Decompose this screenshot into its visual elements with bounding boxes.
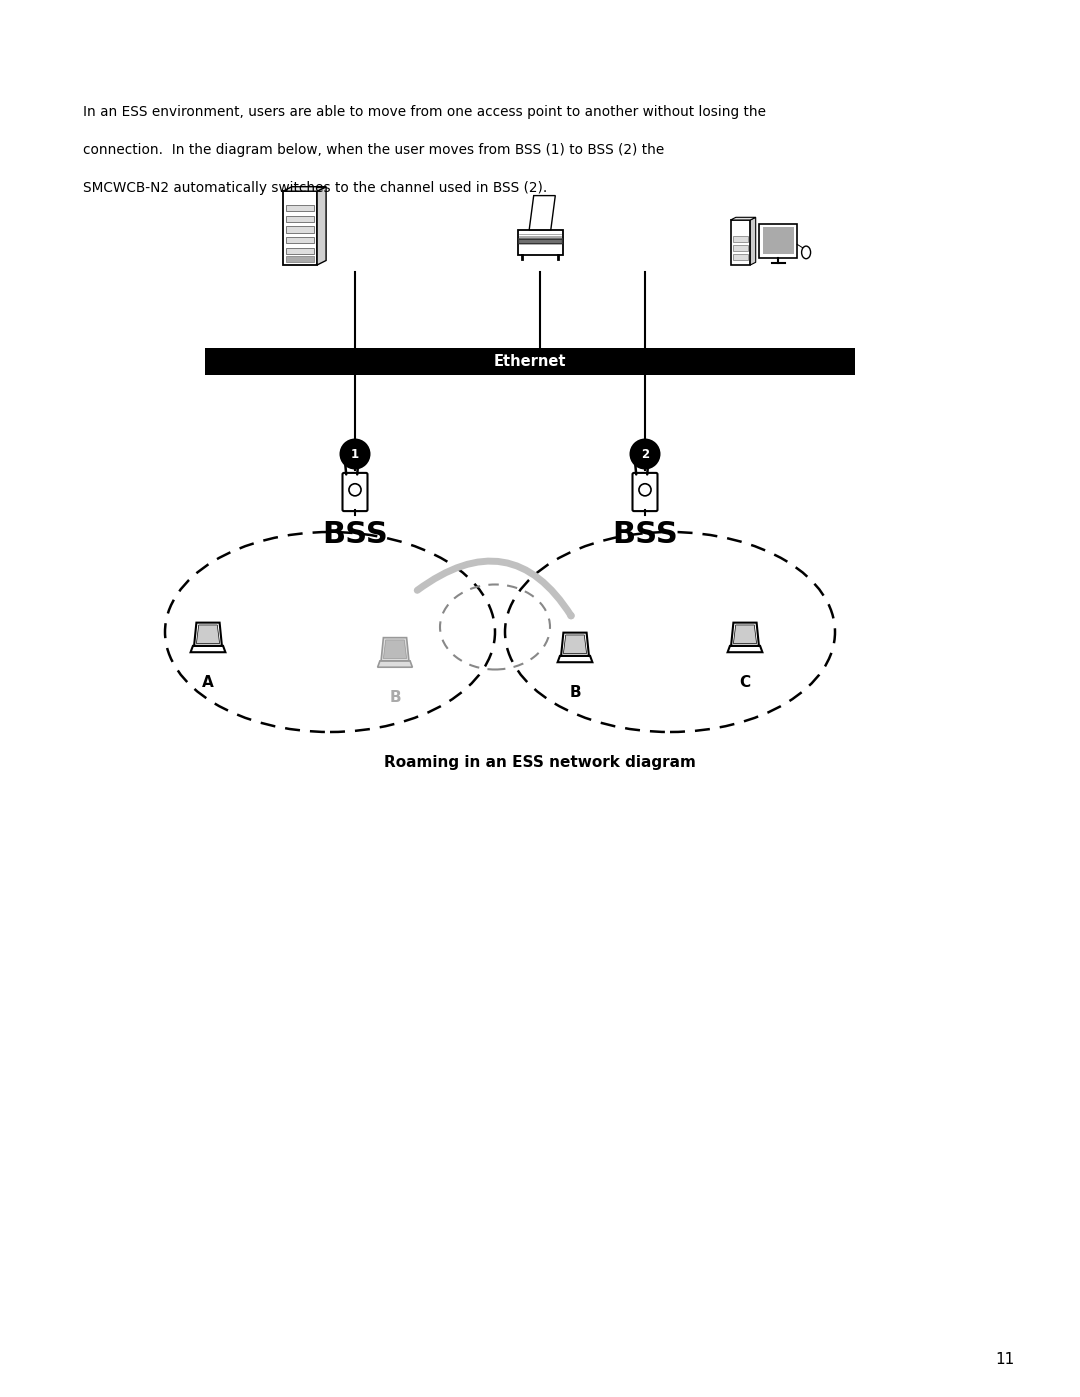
Polygon shape <box>197 624 219 644</box>
Bar <box>285 256 314 263</box>
Text: In an ESS environment, users are able to move from one access point to another w: In an ESS environment, users are able to… <box>83 105 766 119</box>
Polygon shape <box>731 623 759 645</box>
Text: 11: 11 <box>996 1351 1014 1366</box>
Text: A: A <box>202 675 214 690</box>
Text: B: B <box>569 685 581 700</box>
Bar <box>733 254 747 260</box>
FancyBboxPatch shape <box>283 191 318 265</box>
Text: SMCWCB-N2 automatically switches to the channel used in BSS (2).: SMCWCB-N2 automatically switches to the … <box>83 182 548 196</box>
FancyBboxPatch shape <box>759 224 797 258</box>
FancyBboxPatch shape <box>633 474 658 511</box>
Text: Ethernet: Ethernet <box>494 353 566 369</box>
Polygon shape <box>378 661 413 668</box>
Bar <box>285 205 314 211</box>
Text: 1: 1 <box>351 447 359 461</box>
Text: BSS: BSS <box>322 520 388 549</box>
Polygon shape <box>283 187 326 191</box>
Circle shape <box>630 439 661 469</box>
Bar <box>285 226 314 232</box>
FancyBboxPatch shape <box>342 474 367 511</box>
Polygon shape <box>728 645 762 652</box>
Circle shape <box>639 483 651 496</box>
Bar <box>762 228 794 254</box>
FancyBboxPatch shape <box>517 229 563 256</box>
Polygon shape <box>564 636 586 654</box>
Bar <box>205 348 855 374</box>
Ellipse shape <box>801 246 811 258</box>
FancyArrowPatch shape <box>417 562 571 616</box>
Polygon shape <box>562 633 589 655</box>
Bar <box>733 246 747 250</box>
Bar <box>517 237 563 243</box>
Text: C: C <box>740 675 751 690</box>
Polygon shape <box>751 218 756 265</box>
Polygon shape <box>383 640 406 658</box>
Polygon shape <box>733 624 757 644</box>
Text: B: B <box>389 690 401 705</box>
Polygon shape <box>730 218 756 219</box>
Polygon shape <box>381 637 409 661</box>
Polygon shape <box>557 655 593 662</box>
Text: 2: 2 <box>640 447 649 461</box>
Circle shape <box>339 439 370 469</box>
Bar <box>285 247 314 254</box>
Polygon shape <box>190 645 226 652</box>
Bar <box>285 215 314 222</box>
Polygon shape <box>318 187 326 265</box>
Text: BSS: BSS <box>612 520 678 549</box>
Polygon shape <box>529 196 555 229</box>
Polygon shape <box>194 623 221 645</box>
Text: Roaming in an ESS network diagram: Roaming in an ESS network diagram <box>384 754 696 770</box>
Text: connection.  In the diagram below, when the user moves from BSS (1) to BSS (2) t: connection. In the diagram below, when t… <box>83 142 664 156</box>
Bar <box>285 237 314 243</box>
Bar <box>733 236 747 242</box>
Circle shape <box>349 483 361 496</box>
FancyBboxPatch shape <box>730 219 751 265</box>
